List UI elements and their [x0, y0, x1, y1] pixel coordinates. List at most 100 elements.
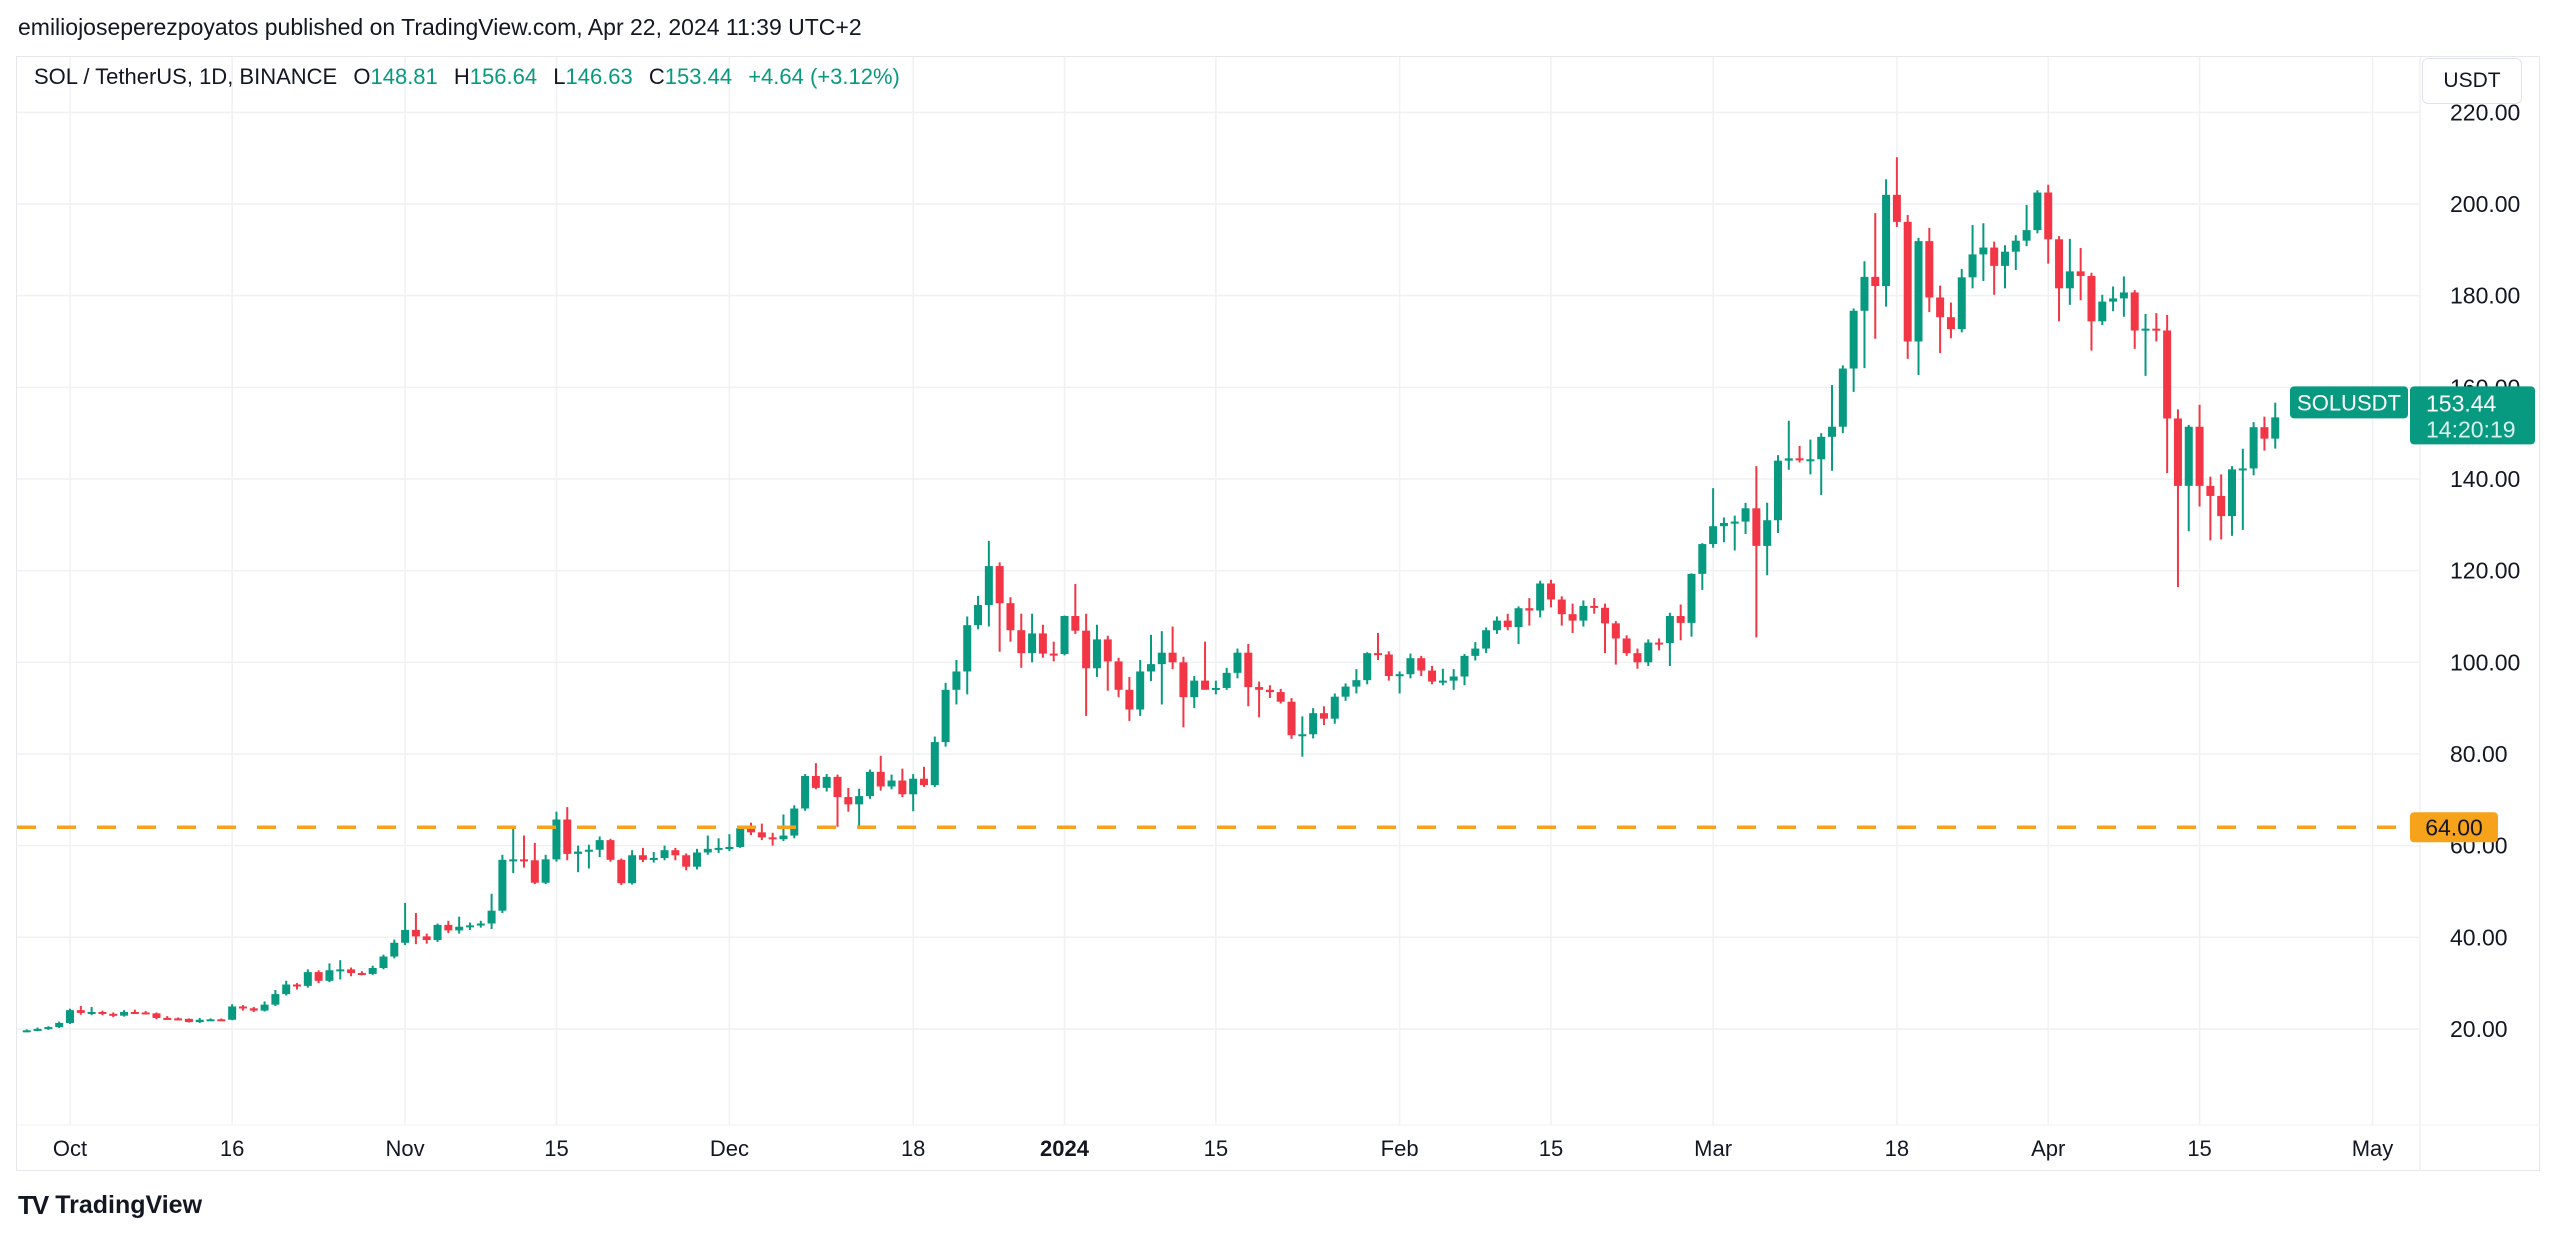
- candle-down[interactable]: [638, 847, 647, 863]
- candle-up[interactable]: [1147, 634, 1155, 682]
- symbol-title[interactable]: SOL / TetherUS, 1D, BINANCE: [34, 64, 338, 89]
- candle-up[interactable]: [941, 682, 950, 747]
- candle-up[interactable]: [909, 774, 918, 812]
- candle-up[interactable]: [1406, 653, 1415, 679]
- candle-up[interactable]: [855, 788, 864, 828]
- candle-up[interactable]: [725, 834, 734, 852]
- candle-up[interactable]: [1514, 606, 1523, 644]
- candle-down[interactable]: [1611, 621, 1620, 665]
- candle-up[interactable]: [1698, 543, 1707, 590]
- candle-down[interactable]: [1287, 698, 1296, 739]
- candle-up[interactable]: [2098, 294, 2107, 325]
- currency-button[interactable]: USDT: [2422, 58, 2522, 104]
- candle-down[interactable]: [1428, 665, 1437, 685]
- candle-down[interactable]: [1114, 657, 1123, 698]
- candle-down[interactable]: [995, 562, 1004, 652]
- candle-up[interactable]: [1492, 616, 1501, 634]
- candle-down[interactable]: [1546, 579, 1555, 608]
- candle-down[interactable]: [174, 1017, 183, 1021]
- candle-down[interactable]: [1795, 445, 1804, 463]
- candle-down[interactable]: [682, 853, 691, 871]
- candle-up[interactable]: [206, 1018, 215, 1022]
- candle-up[interactable]: [2184, 424, 2193, 532]
- candle-down[interactable]: [844, 787, 853, 812]
- candle-up[interactable]: [120, 1010, 129, 1017]
- candle-down[interactable]: [1568, 603, 1577, 633]
- candle-up[interactable]: [465, 922, 474, 930]
- candle-up[interactable]: [336, 960, 345, 980]
- candle-up[interactable]: [1773, 455, 1782, 534]
- candle-down[interactable]: [1946, 302, 1955, 339]
- candle-down[interactable]: [347, 967, 356, 977]
- candle-down[interactable]: [1255, 681, 1264, 718]
- candle-down[interactable]: [2173, 409, 2182, 588]
- candle-down[interactable]: [1752, 466, 1761, 638]
- candle-down[interactable]: [141, 1011, 150, 1015]
- candle-up[interactable]: [2228, 466, 2236, 536]
- tradingview-brand[interactable]: TV TradingView: [18, 1190, 202, 1221]
- candle-down[interactable]: [1655, 638, 1664, 651]
- candle-up[interactable]: [801, 774, 810, 811]
- candle-up[interactable]: [303, 969, 312, 988]
- candle-up[interactable]: [952, 660, 961, 705]
- candle-up[interactable]: [1806, 439, 1815, 475]
- candle-up[interactable]: [1222, 667, 1231, 690]
- candle-down[interactable]: [1006, 597, 1015, 642]
- candle-up[interactable]: [66, 1008, 74, 1024]
- candle-up[interactable]: [1190, 676, 1199, 709]
- candle-down[interactable]: [1244, 643, 1253, 707]
- candle-down[interactable]: [1017, 613, 1026, 668]
- candle-up[interactable]: [44, 1026, 53, 1030]
- candle-up[interactable]: [1817, 433, 1826, 496]
- candle-down[interactable]: [1179, 656, 1188, 728]
- candle-down[interactable]: [1276, 688, 1285, 704]
- candle-down[interactable]: [98, 1010, 107, 1016]
- candle-up[interactable]: [1060, 615, 1069, 656]
- candle-down[interactable]: [1871, 213, 1880, 339]
- candle-down[interactable]: [1374, 632, 1383, 661]
- candle-down[interactable]: [2076, 247, 2085, 301]
- candle-up[interactable]: [1536, 580, 1545, 618]
- candle-down[interactable]: [1557, 596, 1566, 626]
- candle-down[interactable]: [2044, 184, 2053, 264]
- candle-up[interactable]: [379, 954, 388, 970]
- candle-up[interactable]: [2065, 238, 2074, 305]
- candle-down[interactable]: [411, 912, 420, 945]
- candle-up[interactable]: [692, 848, 701, 870]
- candle-up[interactable]: [1438, 668, 1447, 686]
- candle-down[interactable]: [1936, 285, 1945, 353]
- candle-up[interactable]: [1719, 517, 1728, 543]
- candle-down[interactable]: [563, 807, 572, 861]
- candle-down[interactable]: [163, 1016, 172, 1020]
- candle-down[interactable]: [1892, 157, 1901, 227]
- candle-down[interactable]: [1038, 624, 1047, 658]
- candle-down[interactable]: [1049, 641, 1058, 662]
- candle-down[interactable]: [1525, 598, 1534, 626]
- candle-down[interactable]: [2260, 416, 2269, 451]
- candle-up[interactable]: [455, 916, 464, 934]
- candle-up[interactable]: [1136, 660, 1145, 716]
- candle-down[interactable]: [238, 1005, 247, 1011]
- candle-up[interactable]: [325, 963, 334, 983]
- candle-up[interactable]: [1644, 639, 1653, 666]
- candle-down[interactable]: [1590, 598, 1599, 614]
- candle-up[interactable]: [2249, 422, 2258, 476]
- candle-down[interactable]: [76, 1006, 85, 1015]
- candle-down[interactable]: [833, 774, 842, 827]
- candle-down[interactable]: [2195, 404, 2204, 507]
- candle-down[interactable]: [2152, 313, 2161, 342]
- candle-up[interactable]: [649, 852, 658, 863]
- candle-down[interactable]: [2055, 236, 2064, 322]
- candle-down[interactable]: [1622, 635, 1631, 656]
- candle-down[interactable]: [1676, 604, 1685, 641]
- candle-up[interactable]: [1211, 680, 1220, 695]
- candle-up[interactable]: [865, 769, 874, 799]
- candle-up[interactable]: [703, 835, 712, 855]
- candle-down[interactable]: [130, 1009, 139, 1014]
- candle-up[interactable]: [1730, 515, 1739, 551]
- candle-up[interactable]: [2109, 286, 2118, 312]
- candle-up[interactable]: [433, 923, 442, 942]
- candle-down[interactable]: [1384, 651, 1393, 681]
- candle-down[interactable]: [1103, 635, 1112, 691]
